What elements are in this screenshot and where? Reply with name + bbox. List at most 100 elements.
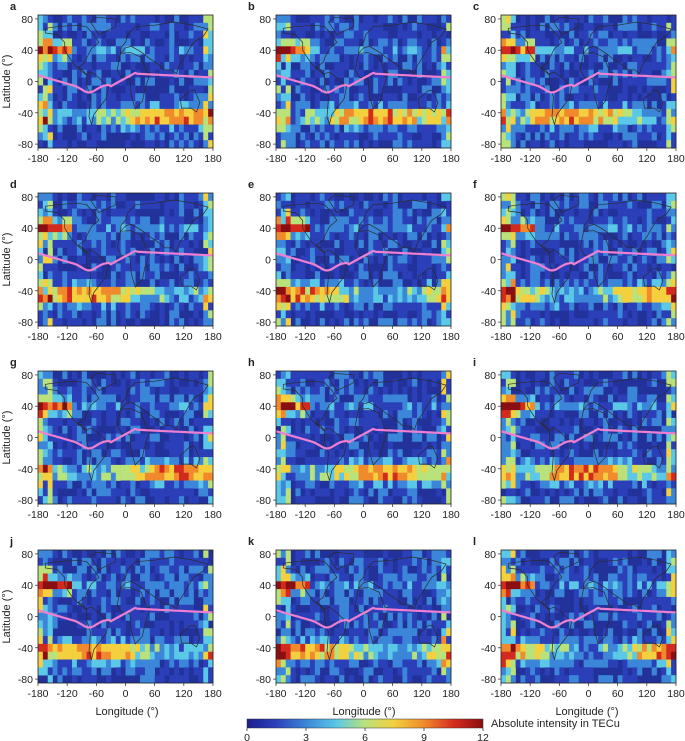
heatmap-cell <box>106 402 112 411</box>
heatmap-cell <box>554 279 560 288</box>
heatmap-cell <box>164 93 170 102</box>
heatmap-cell <box>47 38 53 47</box>
heatmap-cell <box>402 132 408 141</box>
heatmap-cell <box>125 216 131 225</box>
heatmap-cell <box>81 402 87 411</box>
heatmap-cell <box>178 22 185 31</box>
heatmap-cell <box>159 550 165 559</box>
heatmap-cell <box>96 279 102 288</box>
heatmap-cell <box>334 441 340 450</box>
coastline <box>354 52 389 110</box>
heatmap-cell <box>378 472 384 481</box>
heatmap-cell <box>407 85 413 94</box>
heatmap-cell <box>530 140 536 149</box>
heatmap-cell <box>392 61 398 71</box>
heatmap-cell <box>159 116 165 125</box>
heatmap-cell <box>198 457 204 466</box>
heatmap-cell <box>651 302 657 311</box>
heatmap-cell <box>637 61 643 71</box>
heatmap-cell <box>290 15 296 24</box>
heatmap-cell <box>319 232 325 241</box>
heatmap-cell <box>319 488 325 497</box>
y-tick-label: -40 <box>256 464 271 476</box>
heatmap-cell <box>421 371 427 380</box>
heatmap-cell <box>47 22 53 31</box>
heatmap-cell <box>159 417 165 427</box>
heatmap-cell <box>115 472 121 481</box>
heatmap-cell <box>397 279 403 288</box>
heatmap-cell <box>525 472 531 481</box>
heatmap-cell <box>300 255 306 264</box>
heatmap-cell <box>392 457 398 466</box>
heatmap-cell <box>81 46 87 55</box>
heatmap-cell <box>612 386 618 395</box>
heatmap-cell <box>397 302 403 311</box>
heatmap-cell <box>285 480 291 489</box>
heatmap-cell <box>38 140 44 149</box>
heatmap-cell <box>72 573 78 582</box>
heatmap-cell <box>334 294 340 303</box>
heatmap-cell <box>130 22 136 31</box>
heatmap-cell <box>622 371 628 380</box>
heatmap-cell <box>169 61 175 71</box>
heatmap-cell <box>382 232 389 241</box>
heatmap-cell <box>38 573 44 582</box>
heatmap-cell <box>169 193 175 202</box>
heatmap-cell <box>632 208 638 217</box>
heatmap-cell <box>72 581 78 590</box>
heatmap-cell <box>627 457 633 466</box>
coastline <box>643 267 664 291</box>
heatmap-cell <box>617 216 623 225</box>
heatmap-cell <box>183 604 189 613</box>
heatmap-cell <box>593 132 599 141</box>
heatmap-cell <box>515 116 521 125</box>
heatmap-cell <box>120 232 126 241</box>
heatmap-cell <box>300 449 306 458</box>
heatmap-cell <box>501 208 507 217</box>
heatmap-cell <box>140 200 146 209</box>
heatmap-cell <box>164 69 170 78</box>
heatmap-cell <box>140 620 146 629</box>
heatmap-cell <box>154 628 160 637</box>
heatmap-cell <box>106 294 112 303</box>
heatmap-cell <box>67 472 73 481</box>
heatmap-cell <box>203 441 209 450</box>
heatmap-cell <box>159 108 165 118</box>
heatmap-cell <box>353 200 359 209</box>
heatmap-cell <box>174 310 180 319</box>
heatmap-cell <box>392 449 398 458</box>
heatmap-cell <box>67 636 73 645</box>
heatmap-cell <box>520 286 526 296</box>
heatmap-cell <box>436 480 442 489</box>
heatmap-cell <box>188 596 194 606</box>
heatmap-cell <box>305 302 311 311</box>
heatmap-cell <box>421 108 427 118</box>
heatmap-cell <box>276 263 282 272</box>
heatmap-cell <box>149 410 155 419</box>
heatmap-cell <box>47 565 53 574</box>
heatmap-cell <box>520 417 526 427</box>
heatmap-cell <box>402 480 408 489</box>
heatmap-cell <box>416 318 423 327</box>
heatmap-cell <box>431 38 437 47</box>
y-tick-label: 80 <box>21 370 33 382</box>
heatmap-cell <box>329 286 335 296</box>
heatmap-cell <box>178 557 185 566</box>
heatmap-cell <box>295 116 301 125</box>
heatmap-cell <box>86 232 92 241</box>
heatmap-cell <box>530 394 536 403</box>
x-tick-label: -60 <box>552 331 567 343</box>
heatmap-cell <box>363 480 369 489</box>
heatmap-cell <box>38 464 44 474</box>
x-tick-label: 0 <box>586 153 592 165</box>
heatmap-cell <box>101 232 107 241</box>
y-tick-label: -40 <box>18 464 33 476</box>
heatmap-cell <box>96 589 102 598</box>
y-tick-label: -80 <box>256 317 271 329</box>
heatmap-cell <box>578 140 584 149</box>
heatmap-cell <box>353 472 359 481</box>
heatmap-cell <box>178 77 185 86</box>
heatmap-cell <box>421 38 427 47</box>
heatmap-cell <box>661 116 667 125</box>
heatmap-cell <box>183 286 189 296</box>
